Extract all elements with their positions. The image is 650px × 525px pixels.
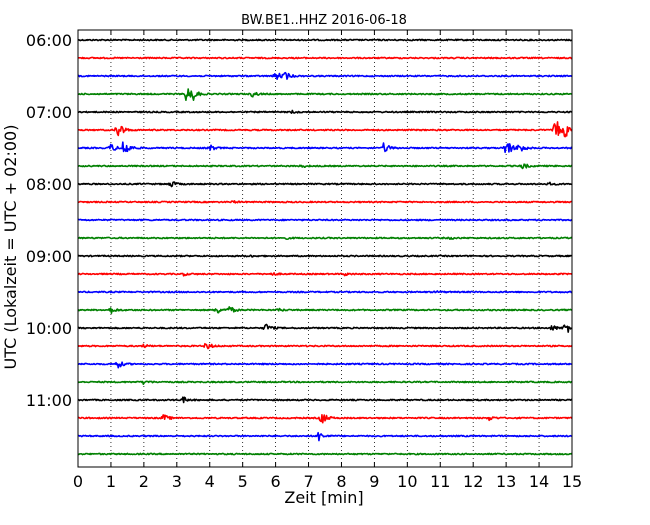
x-tick-label: 10: [397, 472, 417, 491]
seismogram-trace: [77, 218, 573, 222]
x-tick-label: 13: [496, 472, 516, 491]
y-tick-label: 07:00: [26, 103, 72, 122]
x-tick-label: 11: [430, 472, 450, 491]
seismogram-trace: [77, 88, 573, 102]
x-tick-label: 12: [463, 472, 483, 491]
seismogram-trace: [77, 38, 573, 42]
seismogram-trace: [77, 452, 573, 456]
seismogram-trace: [77, 200, 573, 204]
seismogram-trace: [77, 272, 573, 277]
seismogram-trace: [77, 56, 573, 60]
y-axis-label: UTC (Lokalzeit = UTC + 02:00): [1, 125, 20, 370]
seismogram-trace: [77, 181, 573, 188]
grid-layer: [110, 30, 540, 467]
x-tick-label: 7: [303, 472, 313, 491]
y-tick-label: 11:00: [26, 391, 72, 410]
seismogram-trace: [77, 71, 573, 81]
x-tick-label: 4: [205, 472, 215, 491]
seismogram-trace: [77, 254, 573, 258]
x-tick-label: 8: [336, 472, 346, 491]
x-tick-label: 2: [139, 472, 149, 491]
trace-layer: [77, 38, 573, 456]
seismogram-trace: [77, 109, 573, 114]
x-tick-label: 15: [562, 472, 582, 491]
seismogram-trace: [77, 431, 573, 442]
seismogram-trace: [77, 323, 573, 333]
y-tick-label: 10:00: [26, 319, 72, 338]
x-axis-label: Zeit [min]: [284, 488, 363, 507]
seismogram-trace: [77, 121, 573, 138]
y-tick-label: 08:00: [26, 175, 72, 194]
seismogram-trace: [77, 361, 573, 369]
x-tick-label: 9: [369, 472, 379, 491]
y-tick-label: 09:00: [26, 247, 72, 266]
seismogram-trace: [77, 342, 573, 350]
seismogram-trace: [77, 290, 573, 294]
plot-frame: [77, 29, 573, 468]
x-tick-label: 1: [106, 472, 116, 491]
seismogram-trace: [77, 413, 573, 424]
seismogram-trace: [77, 380, 573, 386]
x-tick-label: 3: [172, 472, 182, 491]
seismogram-trace: [77, 236, 573, 241]
x-tick-label: 6: [271, 472, 281, 491]
x-tick-label: 14: [529, 472, 549, 491]
seismogram-trace: [77, 306, 573, 315]
x-tick-label: 0: [73, 472, 83, 491]
seismogram-trace: [77, 163, 573, 170]
x-tick-label: 5: [238, 472, 248, 491]
y-tick-label: 06:00: [26, 31, 72, 50]
chart-title: BW.BE1..HHZ 2016-06-18: [241, 13, 407, 28]
axes-layer: 0 1 2 3 4 5 6 7 8 9 10 11 12 13 14 1506:0007:0008:0009:…: [26, 29, 582, 491]
seismogram-trace: [77, 396, 573, 404]
seismogram-trace: [77, 141, 573, 154]
